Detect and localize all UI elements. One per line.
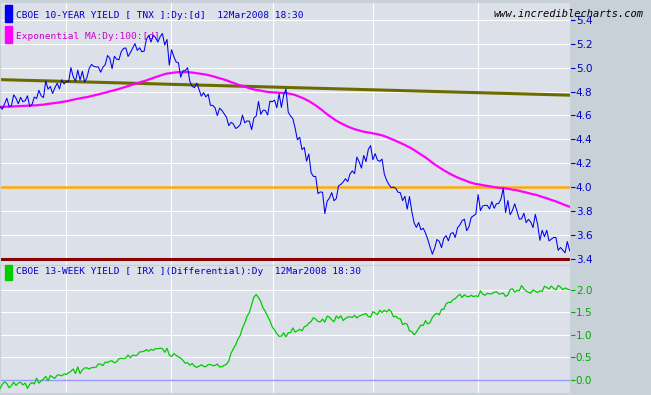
Bar — [5, 26, 12, 43]
Text: Exponential MA:Dy:100:[d]: Exponential MA:Dy:100:[d] — [16, 32, 159, 41]
Text: CBOE 10-YEAR YIELD [ TNX ]:Dy:[d]  12Mar2008 18:30: CBOE 10-YEAR YIELD [ TNX ]:Dy:[d] 12Mar2… — [16, 11, 303, 20]
Text: www.incrediblecharts.com: www.incrediblecharts.com — [493, 9, 644, 19]
Bar — [5, 265, 12, 280]
Text: CBOE 13-WEEK YIELD [ IRX ](Differential):Dy  12Mar2008 18:30: CBOE 13-WEEK YIELD [ IRX ](Differential)… — [16, 267, 361, 276]
Bar — [5, 5, 12, 22]
